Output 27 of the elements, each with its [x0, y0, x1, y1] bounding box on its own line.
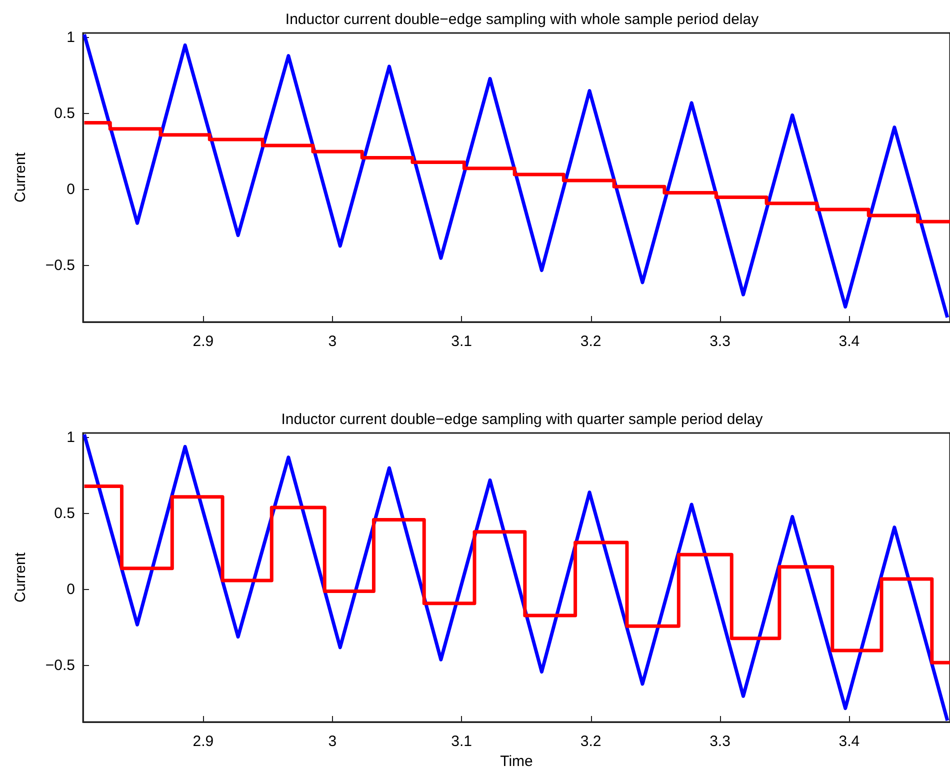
x-tick-label: 3.3 — [710, 333, 730, 350]
y-tick-label: −0.5 — [45, 257, 75, 274]
x-tick-label: 3 — [328, 333, 337, 350]
y-tick-label: 0.5 — [54, 105, 75, 122]
line-series — [82, 432, 950, 722]
x-tick-label: 3.3 — [710, 733, 730, 750]
x-tick-label: 3 — [328, 733, 337, 750]
line-series — [82, 32, 950, 320]
y-axis-title: Current — [12, 152, 29, 203]
x-tick-label: 2.9 — [192, 333, 214, 350]
x-tick-label: 3.4 — [838, 333, 860, 350]
x-tick-label: 3.2 — [580, 333, 602, 350]
x-axis-title: Time — [500, 752, 533, 770]
y-tick-label: 0 — [66, 181, 75, 198]
x-tick-label: 3.1 — [451, 733, 472, 750]
x-tick-label: 3.2 — [580, 733, 602, 750]
y-tick-label: 1 — [66, 29, 75, 46]
y-tick-label: −0.5 — [45, 657, 75, 674]
y-tick-label: 0.5 — [54, 505, 75, 522]
chart-title: Inductor current double−edge sampling with quarter sample period delay — [281, 411, 764, 428]
y-tick-label: 1 — [66, 429, 75, 446]
y-tick-label: 0 — [66, 581, 75, 598]
chart-title: Inductor current double−edge sampling with whole sample period delay — [285, 11, 760, 28]
x-tick-label: 3.4 — [838, 733, 860, 750]
x-tick-label: 3.1 — [451, 333, 472, 350]
x-tick-label: 2.9 — [192, 733, 214, 750]
y-axis-title: Current — [12, 552, 29, 603]
